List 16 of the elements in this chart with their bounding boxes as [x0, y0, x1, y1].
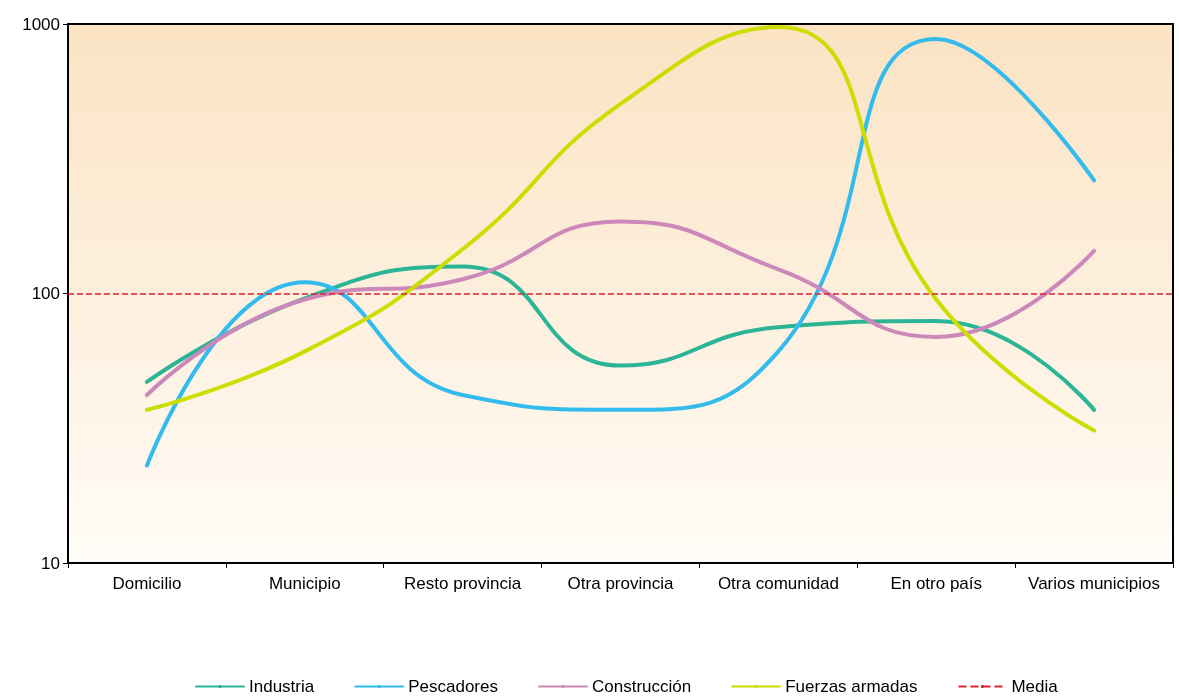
- x-tick-label: En otro país: [890, 574, 983, 593]
- x-tick-label: Municipio: [268, 574, 341, 593]
- line-series: [144, 219, 1097, 398]
- x-tick-label: Domicilio: [112, 574, 182, 593]
- y-tick-label: 100: [31, 284, 60, 303]
- x-tick-label: Resto provincia: [404, 574, 522, 593]
- legend-label: Construcción: [591, 677, 692, 696]
- y-tick-label: 1000: [22, 14, 60, 34]
- x-tick-label: Otra provincia: [567, 574, 674, 593]
- x-tick-label: Otra comunidad: [717, 574, 839, 593]
- legend-label: Fuerzas armadas: [785, 677, 918, 696]
- x-tick-label: Varios municipios: [1028, 574, 1161, 593]
- legend-label: Pescadores: [408, 677, 498, 696]
- y-tick-label: 10: [41, 553, 60, 573]
- legend-label: Industria: [249, 677, 315, 696]
- legend-label: Media: [1011, 677, 1059, 696]
